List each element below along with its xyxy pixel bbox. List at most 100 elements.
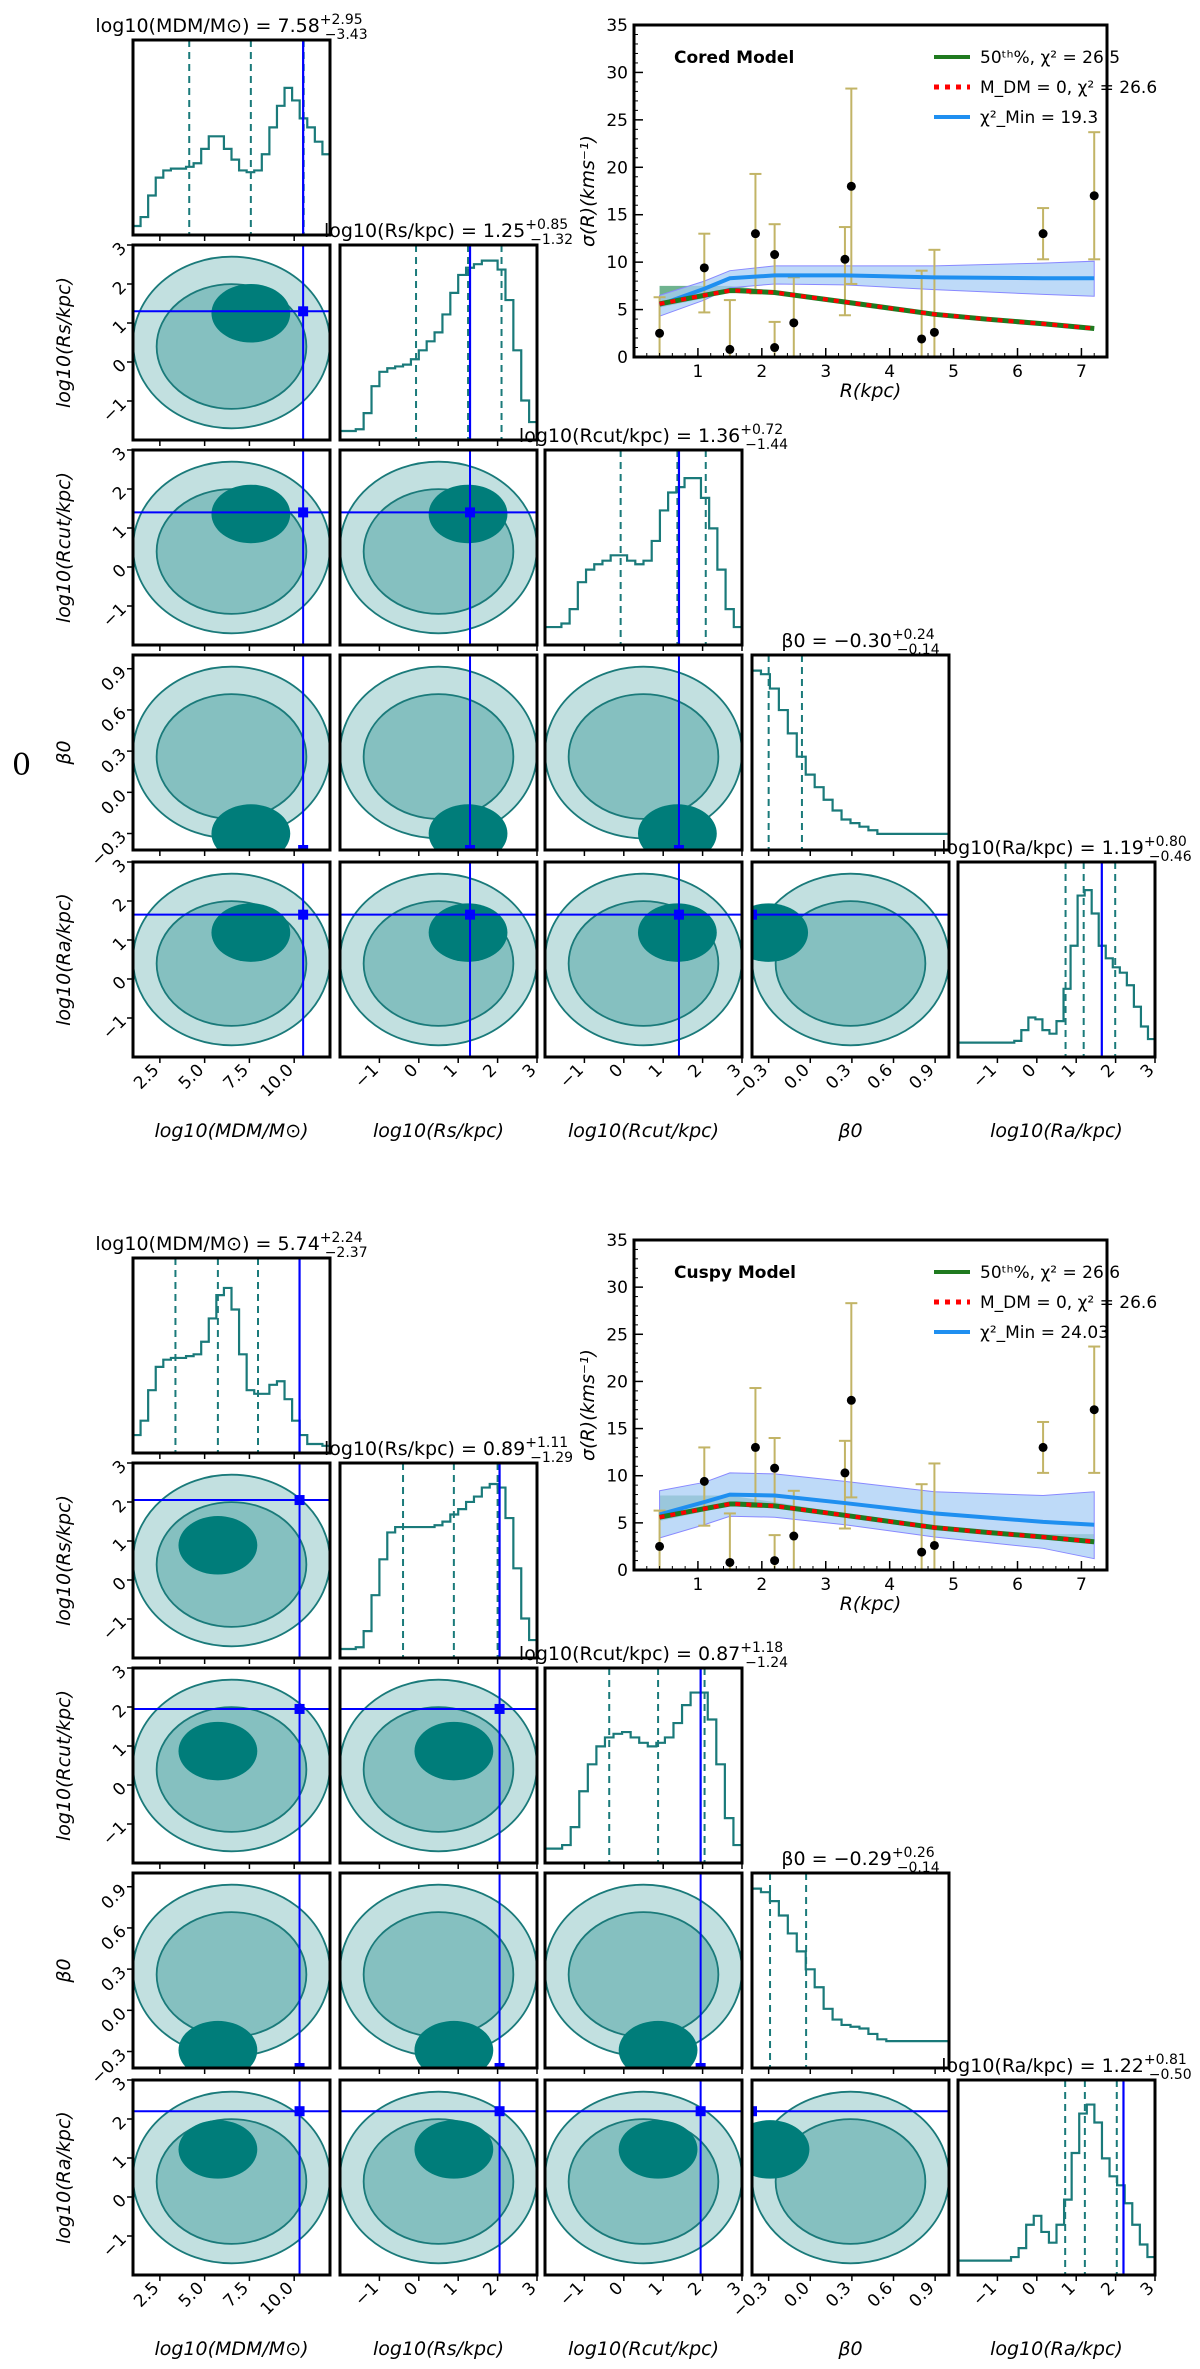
- contour-level-3: [637, 804, 717, 850]
- panel-3-1: [338, 1871, 539, 2074]
- panel-frame: [750, 1871, 951, 2070]
- panel-content: [133, 245, 330, 440]
- plot-frame: [632, 23, 1109, 359]
- histogram-step: [133, 86, 330, 228]
- x-tick-label: 6: [1012, 1575, 1023, 1595]
- contour-level-2: [362, 693, 515, 820]
- truth-marker: [294, 1495, 305, 1506]
- histogram-title-0-main: log10(MDM/M⊙) = 5.74: [95, 1233, 319, 1255]
- x-axis-label: log10(Rcut/kpc): [568, 1120, 719, 1142]
- data-point: [929, 327, 939, 337]
- y-tick-label: 20: [606, 158, 628, 178]
- histogram-title-3: β0 = −0.30+0.24 −0.14: [781, 627, 939, 658]
- legend-label-chi2min: χ²_Min = 24.03: [980, 1323, 1109, 1343]
- y-tick-label: 0: [617, 1561, 628, 1581]
- histogram-title-1-text: log10(Rs/kpc) = 1.25+0.85 −1.32: [324, 217, 573, 248]
- panel-content: [133, 40, 330, 235]
- y-axis-label: log10(Rs/kpc): [53, 1495, 75, 1626]
- x-axis-label: log10(Ra/kpc): [990, 2338, 1123, 2360]
- panel-3-3: [750, 653, 951, 856]
- truth-marker: [494, 2063, 505, 2068]
- x-axis-label: β0: [837, 2338, 862, 2360]
- histogram-title-1-text: log10(Rs/kpc) = 0.89+1.11 −1.29: [324, 1435, 573, 1466]
- panel-content: [752, 655, 949, 850]
- y-tick-label: −1: [99, 395, 131, 427]
- y-tick-label: 0.6: [98, 1922, 131, 1955]
- x-tick-label: 0.0: [781, 1060, 814, 1093]
- panel-frame: [131, 653, 332, 852]
- contour-level-2: [155, 1911, 308, 2038]
- panel-content: [340, 862, 537, 1057]
- x-tick-label: 5: [948, 1575, 959, 1595]
- x-tick-label: 5: [948, 362, 959, 382]
- x-tick-label: 0: [606, 1060, 628, 1082]
- y-axis-label: σ(R)(kms⁻¹): [577, 135, 599, 247]
- legend-label-median: 50ᵗʰ%, χ² = 26.5: [980, 48, 1120, 68]
- panel-3-0: −0.30.00.30.60.9β0: [53, 653, 332, 870]
- x-tick-label: 7.5: [220, 2278, 253, 2311]
- panel-content: [545, 655, 742, 850]
- histogram-title-4-minus: −0.50: [1149, 2067, 1192, 2083]
- panel-content: [340, 1873, 537, 2068]
- x-tick-label: 7: [1076, 1575, 1087, 1595]
- y-tick-label: 25: [606, 111, 628, 131]
- panel-0-0: [131, 38, 332, 241]
- x-tick-label: 4: [884, 362, 895, 382]
- x-tick-label: 0: [1019, 2278, 1041, 2300]
- histogram-step: [545, 477, 742, 629]
- histogram-title-2-minus: −1.24: [745, 1655, 788, 1671]
- y-tick-label: 3: [109, 239, 131, 261]
- panel-content: [340, 1668, 537, 1863]
- panel-content: [133, 2080, 330, 2275]
- panel-frame: [750, 2078, 951, 2277]
- x-tick-label: 0.3: [822, 2278, 855, 2311]
- y-axis-label: log10(Ra/kpc): [53, 893, 75, 1026]
- no-dm-line: [659, 1502, 1095, 1544]
- histogram-title-3-main: β0 = −0.29: [781, 1848, 891, 1870]
- histogram-title-3-plus: +0.24: [892, 627, 935, 643]
- data-point: [699, 263, 709, 273]
- histogram-title-2-text: log10(Rcut/kpc) = 1.36+0.72 −1.44: [519, 422, 788, 453]
- panel-content: [340, 1463, 537, 1658]
- x-axis-label: log10(MDM/M⊙): [154, 2338, 308, 2360]
- y-tick-label: 35: [606, 16, 628, 36]
- chi2min-line: [659, 1492, 1095, 1527]
- panel-4-3: −0.3 0.0 0.3 0.6 0.9β0: [729, 2078, 951, 2360]
- data-point: [750, 1442, 760, 1452]
- panel-content: [545, 450, 742, 645]
- contour-level-3: [618, 2120, 698, 2179]
- panel-content: [958, 862, 1155, 1057]
- histogram-step: [545, 1691, 742, 1850]
- data-point: [840, 254, 850, 264]
- histogram-step: [340, 259, 537, 433]
- data-point: [846, 181, 856, 191]
- truth-marker: [752, 2106, 757, 2117]
- cored-dispersion-plot: 1 2 3 4 5 6 7 0 5 10 15 20 25 30 35 R(kpc) σ(R)(kms⁻¹) Co…: [577, 16, 1157, 402]
- histogram-title-3-text: β0 = −0.29+0.26 −0.14: [781, 1845, 939, 1876]
- x-tick-label: 0: [1019, 1060, 1041, 1082]
- panel-frame: [131, 1461, 332, 1660]
- panel-frame: [338, 243, 539, 442]
- x-tick-label: 1: [440, 1060, 462, 1082]
- panel-1-0: −1 0 1 2 3 log10(Rs/kpc): [53, 1457, 332, 1664]
- y-axis-label: log10(Rcut/kpc): [53, 1690, 75, 1841]
- y-tick-label: 0.3: [98, 1963, 131, 1996]
- y-tick-label: 30: [606, 63, 628, 83]
- y-tick-label: 0.9: [98, 1880, 131, 1913]
- data-point: [655, 1541, 665, 1551]
- data-point: [917, 334, 927, 344]
- data-point: [1089, 1405, 1099, 1415]
- data-point: [929, 1540, 939, 1550]
- data-point: [840, 1468, 850, 1478]
- histogram-title-4-main: log10(Ra/kpc) = 1.19: [941, 837, 1144, 859]
- panel-frame: [131, 2078, 332, 2277]
- y-tick-label: 3: [109, 1457, 131, 1479]
- y-tick-label: 1: [109, 1740, 131, 1762]
- x-tick-label: 0.0: [781, 2278, 814, 2311]
- x-tick-label: 2.5: [130, 2278, 163, 2311]
- data-point: [725, 344, 735, 354]
- y-tick-label: 35: [606, 1231, 628, 1251]
- y-axis-label: σ(R)(kms⁻¹): [577, 1349, 599, 1461]
- histogram-title-1-minus: −1.29: [530, 1450, 573, 1466]
- histogram-title-0-text: log10(MDM/M⊙) = 5.74+2.24 −2.37: [95, 1230, 367, 1261]
